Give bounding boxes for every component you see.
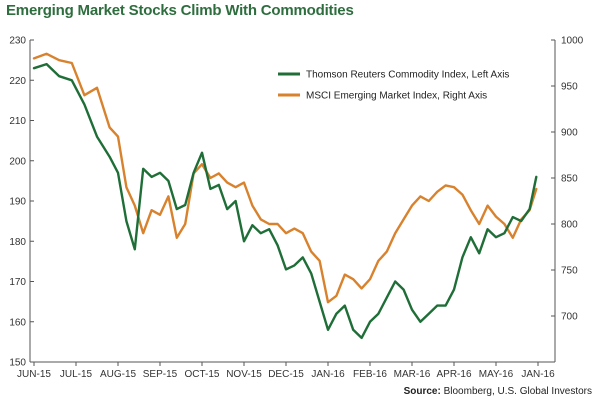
left-tick-label: 170 bbox=[9, 277, 26, 288]
left-tick-label: 190 bbox=[9, 197, 26, 208]
x-tick-label: JAN-16 bbox=[521, 369, 555, 380]
x-tick-label: NOV-15 bbox=[226, 369, 262, 380]
series-layer bbox=[32, 52, 538, 340]
left-tick-label: 200 bbox=[9, 156, 26, 167]
left-tick-label: 160 bbox=[9, 317, 26, 328]
legend-label: Thomson Reuters Commodity Index, Left Ax… bbox=[306, 70, 509, 81]
x-tick-label: SEP-15 bbox=[143, 369, 178, 380]
right-tick-label: 850 bbox=[561, 174, 578, 185]
axes-layer: 150 160 170 180 190 200 210 220 230 700 750 800 850 9… bbox=[9, 36, 583, 381]
source-text: Bloomberg, U.S. Global Investors bbox=[443, 386, 592, 397]
x-tick-label: MAR-16 bbox=[394, 369, 431, 380]
right-tick-label: 1000 bbox=[561, 36, 584, 47]
legend: Thomson Reuters Commodity Index, Left Ax… bbox=[278, 70, 509, 102]
legend-label: MSCI Emerging Market Index, Right Axis bbox=[306, 91, 487, 102]
right-tick-label: 900 bbox=[561, 128, 578, 139]
right-tick-label: 950 bbox=[561, 82, 578, 93]
x-tick-label: JAN-16 bbox=[311, 369, 345, 380]
left-tick-label: 220 bbox=[9, 76, 26, 87]
x-tick-label: AUG-15 bbox=[100, 369, 137, 380]
right-tick-label: 750 bbox=[561, 266, 578, 277]
right-tick-label: 800 bbox=[561, 220, 578, 231]
x-tick-label: MAY-16 bbox=[479, 369, 514, 380]
left-tick-label: 210 bbox=[9, 116, 26, 127]
source-note: Source: Bloomberg, U.S. Global Investors bbox=[404, 386, 592, 397]
x-tick-label: APR-16 bbox=[436, 369, 471, 380]
right-tick-label: 700 bbox=[561, 312, 578, 323]
x-tick-label: DEC-15 bbox=[268, 369, 304, 380]
x-tick-label: OCT-15 bbox=[184, 369, 219, 380]
left-tick-label: 180 bbox=[9, 237, 26, 248]
left-tick-label: 150 bbox=[9, 358, 26, 369]
chart-title: Emerging Market Stocks Climb With Commod… bbox=[6, 2, 354, 19]
x-tick-label: FEB-16 bbox=[353, 369, 387, 380]
series-line-commodity-index bbox=[32, 62, 538, 340]
left-tick-label: 230 bbox=[9, 36, 26, 47]
x-tick-label: JUL-15 bbox=[60, 369, 93, 380]
source-label: Source: bbox=[403, 386, 441, 397]
x-tick-label: JUN-15 bbox=[17, 369, 51, 380]
